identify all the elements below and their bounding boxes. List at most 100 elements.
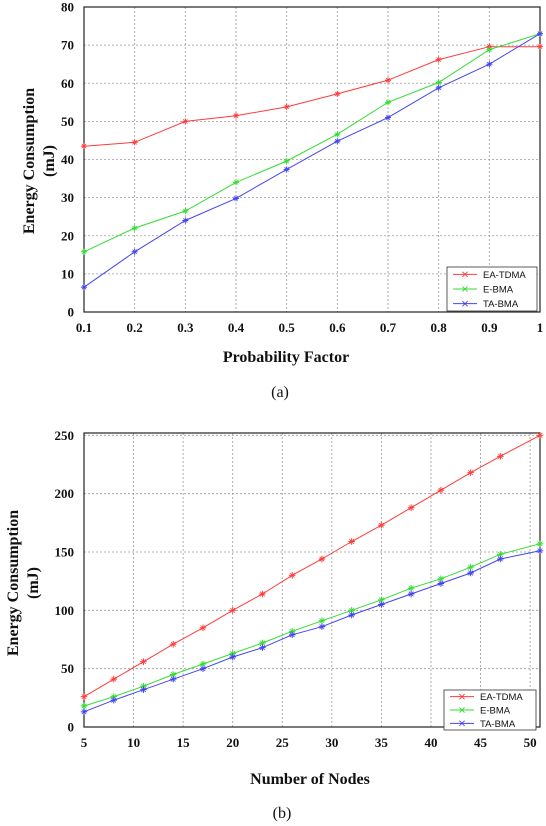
chart-b-series-e-bma	[80, 540, 544, 710]
chart-a-series-line	[83, 33, 541, 253]
chart-b-data-point	[288, 631, 296, 639]
chart-a-y-tick-label: 30	[61, 190, 74, 205]
chart-b-legend-label: EA-TDMA	[480, 692, 523, 703]
chart-a-legend-label: TA-BMA	[483, 299, 519, 310]
chart-a-x-tick-label: 0.8	[431, 320, 448, 335]
chart-b-y-tick-label: 100	[55, 603, 75, 618]
chart-a-data-point	[385, 114, 391, 121]
chart-a-data-point	[334, 131, 341, 138]
chart-a-data-point	[283, 166, 290, 173]
chart-a-x-axis-title: Probability Factor	[223, 349, 349, 366]
chart-a-data-point	[537, 43, 543, 50]
chart-b-data-point	[199, 665, 207, 672]
chart-b-data-point	[407, 584, 415, 592]
chart-b-x-ticks: 5 10 15 20 25 30 35 40 45 50	[81, 735, 537, 750]
chart-a-data-point	[233, 112, 239, 119]
chart-a-data-point	[334, 90, 341, 97]
chart-b-y-tick-label: 150	[55, 545, 75, 560]
chart-b-y-tick-label: 0	[68, 720, 75, 735]
chart-a-x-tick-label: 0.1	[76, 320, 92, 335]
chart-b-data-point	[467, 563, 474, 571]
chart-b-x-tick-label: 5	[81, 735, 88, 750]
chart-a-x-tick-label: 0.6	[329, 320, 346, 335]
chart-b-data-point	[169, 675, 177, 683]
chart-a-legend: EA-TDMA E-BMA TA-BMA	[446, 266, 538, 312]
chart-b-data-point	[318, 617, 326, 625]
chart-a-data-point	[435, 84, 442, 91]
chart-a-x-tick-label: 0.3	[177, 320, 194, 335]
chart-b-data-point	[536, 540, 544, 548]
chart-b-data-point	[348, 538, 355, 545]
chart-b-data-point	[378, 601, 385, 608]
chart-b-frame	[83, 432, 541, 728]
chart-b-data-point	[407, 504, 415, 511]
chart-a-data-point	[435, 56, 442, 63]
chart-a-y-tick-label: 70	[61, 38, 74, 53]
chart-a-legend-label: EA-TDMA	[483, 270, 526, 281]
chart-a-data-point	[182, 207, 189, 214]
chart-a-y-tick-label: 10	[61, 266, 74, 281]
chart-b-x-tick-label: 25	[276, 735, 290, 750]
chart-a-series-ea-tdma	[81, 43, 543, 150]
chart-b-data-point	[348, 611, 355, 619]
chart-a-data-point	[385, 77, 391, 84]
chart-a-data-point	[283, 103, 290, 110]
chart-a-data-point	[81, 248, 87, 255]
chart-b-x-tick-label: 35	[375, 735, 389, 750]
chart-b-x-axis-title: Number of Nodes	[250, 771, 370, 788]
chart-a-data-point	[131, 225, 138, 232]
chart-a-y-tick-label: 0	[68, 305, 75, 320]
chart-a-x-ticks: 0.1 0.2 0.3 0.4 0.5 0.6 0.7 0.8 0.9 1	[76, 320, 543, 335]
chart-b-data-point	[169, 640, 177, 648]
chart-b-data-point	[318, 555, 326, 563]
chart-b-y-ticks: 0 50 100 150 200 250	[55, 428, 75, 735]
chart-a-data-point	[81, 143, 87, 150]
chart-a-y-tick-label: 40	[61, 152, 74, 167]
chart-a-y-axis-title-line1: Energy Consumption	[21, 88, 38, 234]
chart-a-y-ticks: 0 10 20 30 40 50 60 70 80	[61, 0, 74, 320]
chart-b-data-point	[259, 590, 266, 598]
chart-b-data-point	[259, 644, 266, 651]
chart-b-y-tick-label: 50	[61, 661, 74, 676]
chart-b-data-point	[110, 696, 118, 704]
chart-b-data-point	[80, 693, 88, 700]
chart-b-data-point	[288, 572, 296, 579]
chart-b-data-point	[497, 555, 504, 563]
chart-b-x-tick-label: 10	[127, 735, 140, 750]
chart-a-x-tick-label: 0.7	[380, 320, 397, 335]
chart-a-data-point	[131, 139, 138, 146]
chart-a-data-point	[486, 46, 493, 53]
chart-b-series-line	[83, 434, 541, 698]
chart-b-data-point	[467, 469, 474, 476]
chart-b-x-tick-label: 40	[424, 735, 437, 750]
chart-a-data-point	[131, 248, 138, 255]
chart-a-frame	[83, 6, 541, 313]
chart-a-data-point	[182, 118, 189, 125]
chart-a-data-point	[486, 61, 493, 68]
chart-b-legend-item: TA-BMA	[450, 719, 516, 730]
chart-b: 0 50 100 150 200 250 5 10 15 20 25 30 35 40 45 50 EA-T…	[5, 428, 544, 822]
chart-b-data-point	[199, 624, 207, 632]
chart-a-panel-label: (a)	[271, 384, 289, 401]
chart-a-data-point	[182, 217, 189, 224]
chart-b-data-point	[318, 623, 326, 630]
chart-a-data-point	[435, 79, 442, 86]
chart-b-data-point	[229, 653, 236, 661]
chart-a-x-tick-label: 0.9	[481, 320, 498, 335]
chart-b-series-line	[83, 550, 541, 713]
chart-b-data-point	[259, 639, 266, 647]
chart-b-data-point	[467, 569, 474, 577]
chart-b-data-point	[80, 702, 88, 710]
chart-a-legend-item: EA-TDMA	[453, 270, 526, 281]
chart-a-data-point	[233, 179, 239, 186]
chart-a-y-axis-title-line2: (mJ)	[41, 145, 58, 177]
chart-b-legend-item: E-BMA	[450, 706, 511, 717]
chart-b-x-tick-label: 30	[325, 735, 338, 750]
chart-b-legend-label: E-BMA	[480, 706, 511, 717]
chart-b-y-axis-title-line2: (mJ)	[25, 567, 42, 599]
chart-a-x-tick-label: 0.4	[228, 320, 245, 335]
chart-a-data-point	[334, 138, 341, 145]
chart-b-data-point	[110, 675, 118, 683]
